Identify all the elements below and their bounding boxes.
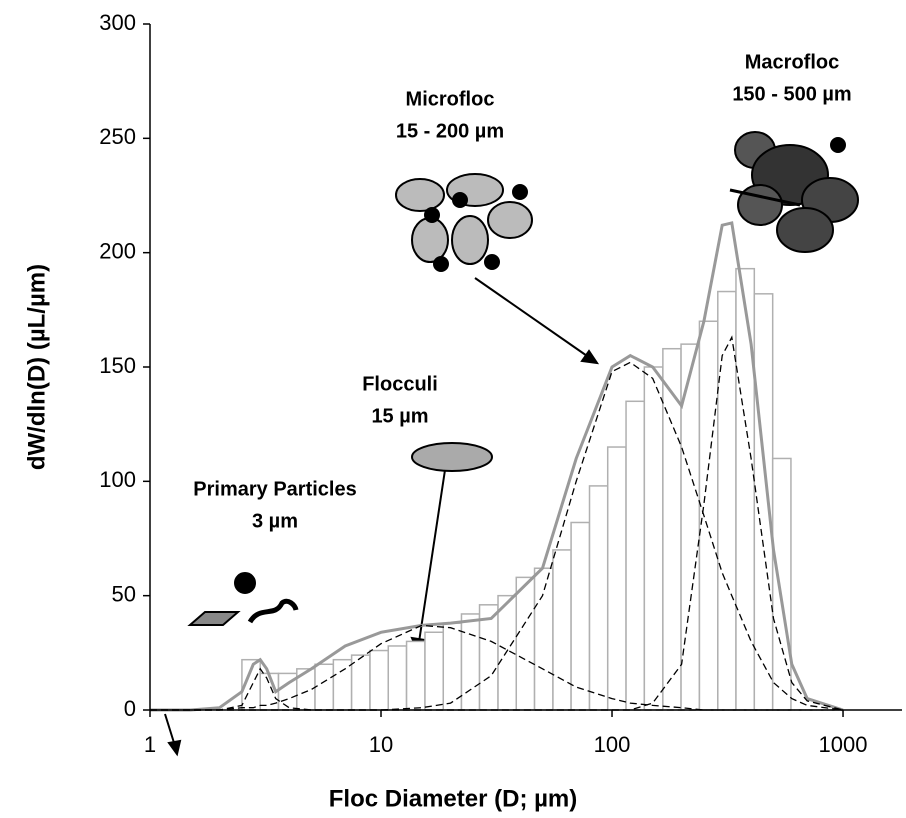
histogram-bar — [606, 446, 627, 711]
arrow — [164, 713, 176, 747]
arrow — [474, 277, 591, 359]
microfloc-dot — [484, 254, 500, 270]
histogram-bar — [570, 521, 591, 711]
histogram-bar — [552, 549, 572, 711]
y-axis-label: dW/dln(D) (µL/µm) — [23, 264, 50, 470]
histogram-bar — [405, 640, 426, 711]
histogram-bar — [369, 649, 390, 711]
y-tick-label: 250 — [99, 124, 136, 149]
total-curve — [150, 221, 844, 712]
arrow-head — [580, 349, 600, 365]
annotation: 15 - 200 µm — [396, 120, 504, 142]
macrofloc-dot — [830, 137, 846, 153]
microfloc-dot — [433, 256, 449, 272]
component-curve — [150, 624, 843, 711]
histogram-bar — [387, 645, 408, 711]
particle-sphere — [234, 572, 256, 594]
particle-fiber — [247, 598, 299, 624]
y-tick-label: 300 — [99, 10, 136, 35]
particle-plate — [187, 611, 241, 626]
histogram-bar — [625, 400, 646, 711]
histogram-bar — [332, 658, 353, 711]
histogram-bar — [350, 654, 371, 711]
annotation: 15 µm — [371, 405, 428, 427]
annotation: 150 - 500 µm — [732, 83, 851, 105]
arrow-head — [167, 739, 182, 757]
histogram-bar — [588, 485, 609, 711]
flocculi-shape — [411, 442, 493, 472]
microfloc-shape — [395, 178, 445, 212]
annotation: Macrofloc — [745, 51, 839, 73]
x-tick-label: 1 — [144, 732, 156, 757]
y-tick-label: 0 — [124, 696, 136, 721]
y-tick-label: 100 — [99, 467, 136, 492]
y-tick-label: 150 — [99, 353, 136, 378]
x-tick-label: 1000 — [819, 732, 868, 757]
microfloc-dot — [424, 207, 440, 223]
annotation: Microfloc — [406, 88, 495, 110]
histogram-bar — [698, 320, 719, 711]
x-tick-label: 100 — [594, 732, 631, 757]
microfloc-shape — [487, 201, 533, 239]
annotation: Flocculi — [362, 373, 438, 395]
histogram-bar — [314, 663, 335, 711]
x-tick-label: 10 — [369, 732, 393, 757]
microfloc-dot — [512, 184, 528, 200]
histogram-bar — [460, 613, 481, 711]
microfloc-shape — [411, 217, 449, 263]
illustrations — [187, 131, 859, 626]
macrofloc-shape — [737, 184, 783, 226]
macrofloc-fiber — [729, 188, 801, 207]
histogram-bar — [515, 576, 536, 711]
microfloc-shape — [451, 215, 489, 265]
arrow — [418, 469, 446, 643]
x-axis-label: Floc Diameter (D; µm) — [329, 785, 578, 812]
histogram-bar — [717, 290, 737, 711]
microfloc-dot — [452, 192, 468, 208]
histogram-bar — [424, 631, 445, 711]
histogram-bar — [735, 267, 756, 711]
macrofloc-shape — [776, 207, 834, 253]
annotation: Primary Particles — [193, 478, 356, 500]
plot — [150, 221, 844, 712]
annotation: 3 µm — [252, 510, 298, 532]
y-tick-label: 200 — [99, 238, 136, 263]
y-tick-label: 50 — [112, 581, 136, 606]
histogram-bar — [643, 366, 664, 711]
